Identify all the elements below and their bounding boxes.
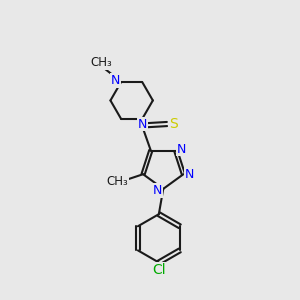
Text: N: N [110,74,120,87]
Text: S: S [169,117,178,131]
Text: N: N [153,184,162,197]
Text: N: N [138,118,148,130]
Text: N: N [177,142,186,155]
Text: CH₃: CH₃ [90,56,112,69]
Text: Cl: Cl [152,263,166,277]
Text: N: N [184,168,194,181]
Text: CH₃: CH₃ [106,175,128,188]
